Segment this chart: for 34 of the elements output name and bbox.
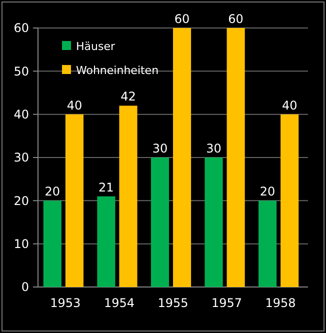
data-label: 30 (152, 142, 168, 156)
y-tick-label: 0 (21, 280, 29, 294)
y-tick-label: 50 (14, 64, 29, 78)
x-tick-label: 1953 (50, 296, 81, 310)
bar (258, 200, 277, 287)
y-tick-label: 30 (14, 150, 29, 165)
x-tick-label: 1957 (212, 296, 242, 310)
bar (280, 114, 299, 287)
y-tick-label: 20 (14, 194, 29, 208)
legend-label: Häuser (76, 40, 116, 53)
x-tick-label: 1954 (104, 296, 134, 310)
data-label: 60 (228, 12, 244, 26)
data-label: 40 (282, 98, 298, 112)
bar (43, 200, 62, 287)
data-label: 20 (44, 184, 60, 199)
bar (226, 28, 245, 287)
x-tick-label: 1955 (158, 296, 188, 310)
y-tick-label: 40 (14, 108, 29, 122)
data-label: 60 (174, 12, 190, 26)
y-tick-label: 10 (14, 237, 29, 252)
data-label: 40 (66, 98, 82, 112)
legend-label: Wohneinheiten (76, 64, 159, 77)
bar (65, 114, 84, 287)
bar (173, 28, 192, 287)
bar (119, 106, 138, 287)
data-label: 20 (260, 184, 276, 199)
bar (97, 196, 116, 287)
data-label: 30 (206, 142, 222, 156)
x-tick-label: 1958 (265, 296, 296, 310)
data-label: 42 (120, 90, 136, 104)
y-tick-label: 60 (14, 21, 29, 36)
bar (150, 158, 169, 287)
data-label: 21 (98, 180, 114, 194)
bar (204, 158, 223, 287)
